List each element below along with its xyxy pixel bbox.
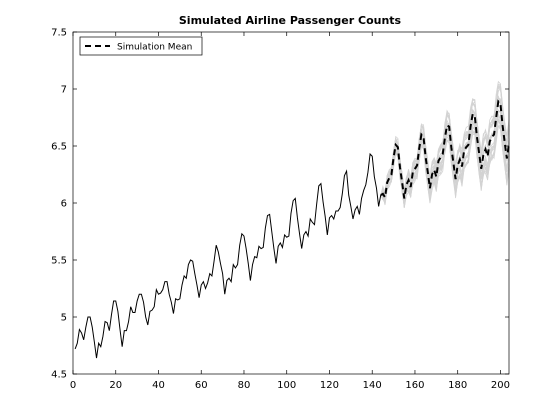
legend-label-simulation-mean: Simulation Mean: [117, 43, 192, 53]
legend: Simulation Mean: [79, 36, 203, 56]
observed-series-line: [74, 152, 382, 359]
x-tick-label: 80: [238, 380, 251, 391]
y-tick-label: 5: [61, 313, 67, 324]
x-tick-label: 60: [195, 380, 208, 391]
y-tick-label: 7.5: [51, 28, 67, 39]
simulation-path: [380, 117, 510, 208]
simulation-path: [380, 87, 510, 198]
y-tick-label: 6.5: [51, 142, 67, 153]
legend-box: [79, 36, 203, 56]
chart-title: Simulated Airline Passenger Counts: [179, 14, 402, 27]
axes: 0 20 40 60 80 100 120 140 160 180 200 4.5 5 5.5 6 6.5 7 7…: [51, 28, 510, 392]
x-tick-label: 200: [491, 380, 510, 391]
x-tick-label: 140: [363, 380, 382, 391]
x-tick-label: 40: [152, 380, 165, 391]
y-tick-label: 4.5: [51, 370, 67, 381]
series-lines: [74, 99, 510, 359]
x-tick-label: 0: [70, 380, 76, 391]
x-tick-label: 180: [448, 380, 467, 391]
y-tick-label: 5.5: [51, 256, 67, 267]
y-tick-label: 6: [61, 199, 67, 210]
y-tick-label: 7: [61, 85, 67, 96]
plot-area: [73, 32, 509, 374]
x-tick-label: 120: [320, 380, 339, 391]
x-tick-label: 160: [405, 380, 424, 391]
x-tick-label: 20: [109, 380, 122, 391]
x-tick-label: 100: [277, 380, 296, 391]
